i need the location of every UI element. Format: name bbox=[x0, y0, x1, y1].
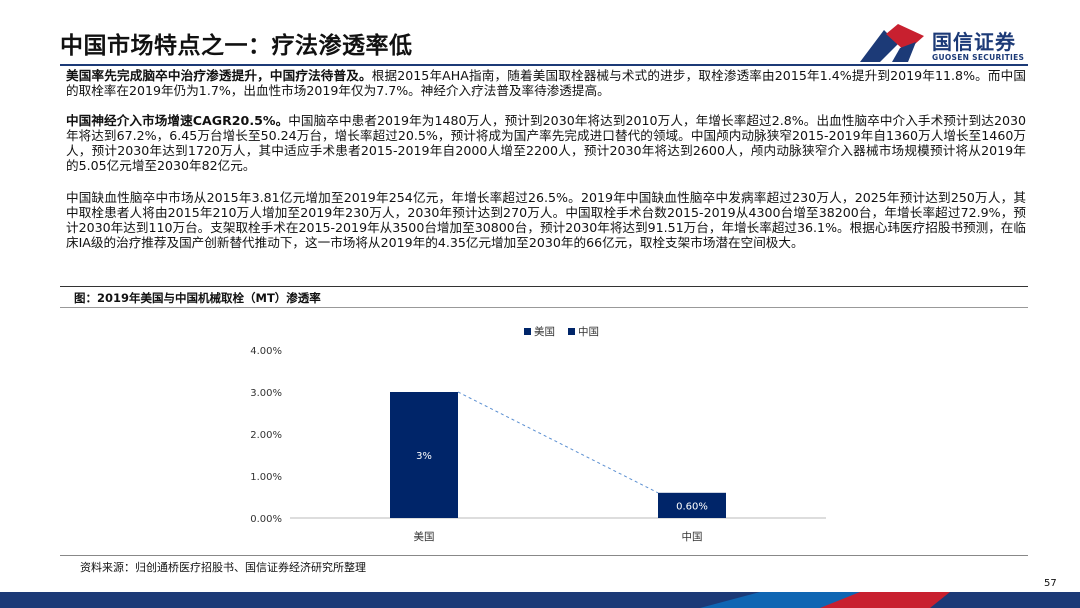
y-tick-label: 1.00% bbox=[250, 472, 282, 483]
bar-1 bbox=[390, 392, 458, 518]
paragraph-3-body: 中国缺血性脑卒中市场从2015年3.81亿元增加至2019年254亿元，年增长率… bbox=[66, 190, 1026, 250]
legend-swatch bbox=[524, 328, 531, 335]
legend-swatch bbox=[568, 328, 575, 335]
bar-data-label: 3% bbox=[416, 451, 432, 462]
paragraph-2-lead: 中国神经介入市场增速CAGR20.5%。 bbox=[66, 113, 289, 128]
bar-data-label: 0.60% bbox=[676, 501, 708, 512]
source-note: 资料来源：归创通桥医疗招股书、国信证券经济研究所整理 bbox=[80, 561, 366, 574]
paragraph-1: 美国率先完成脑卒中治疗渗透提升，中国疗法待普及。根据2015年AHA指南，随着美… bbox=[66, 68, 1026, 98]
bar-2 bbox=[658, 492, 726, 518]
paragraph-1-lead: 美国率先完成脑卒中治疗渗透提升，中国疗法待普及。 bbox=[66, 68, 372, 83]
page-number: 57 bbox=[1044, 578, 1057, 589]
company-logo: 国信证券 GUOSEN SECURITIES bbox=[858, 22, 1038, 68]
logo-text-cn: 国信证券 bbox=[932, 30, 1016, 54]
x-tick-label: 美国 bbox=[414, 530, 435, 543]
header-divider bbox=[60, 64, 1028, 66]
footer-color-band bbox=[0, 592, 1080, 608]
paragraph-3: 中国缺血性脑卒中市场从2015年3.81亿元增加至2019年254亿元，年增长率… bbox=[66, 190, 1026, 250]
x-tick-label: 中国 bbox=[682, 530, 703, 543]
legend-label: 美国 bbox=[534, 325, 555, 338]
y-tick-label: 0.00% bbox=[250, 514, 282, 525]
series-connector-line bbox=[457, 391, 659, 494]
paragraph-1-body: 根据2015年AHA指南，随着美国取栓器械与术式的进步，取栓渗透率由2015年1… bbox=[66, 68, 1026, 98]
legend-label: 中国 bbox=[578, 325, 599, 338]
paragraph-2: 中国神经介入市场增速CAGR20.5%。中国脑卒中患者2019年为1480万人，… bbox=[66, 113, 1026, 173]
footer-divider bbox=[60, 555, 1028, 556]
y-tick-label: 2.00% bbox=[250, 430, 282, 441]
y-tick-label: 3.00% bbox=[250, 388, 282, 399]
page-title: 中国市场特点之一：疗法渗透率低 bbox=[60, 33, 413, 59]
logo-text-en: GUOSEN SECURITIES bbox=[932, 53, 1025, 62]
guosen-logo-icon bbox=[860, 24, 924, 62]
paragraph-2-body: 中国脑卒中患者2019年为1480万人，预计到2030年将达到2010万人，年增… bbox=[66, 113, 1027, 173]
figure-title: 图：2019年美国与中国机械取栓（MT）渗透率 bbox=[60, 286, 1028, 308]
y-tick-label: 4.00% bbox=[250, 346, 282, 357]
